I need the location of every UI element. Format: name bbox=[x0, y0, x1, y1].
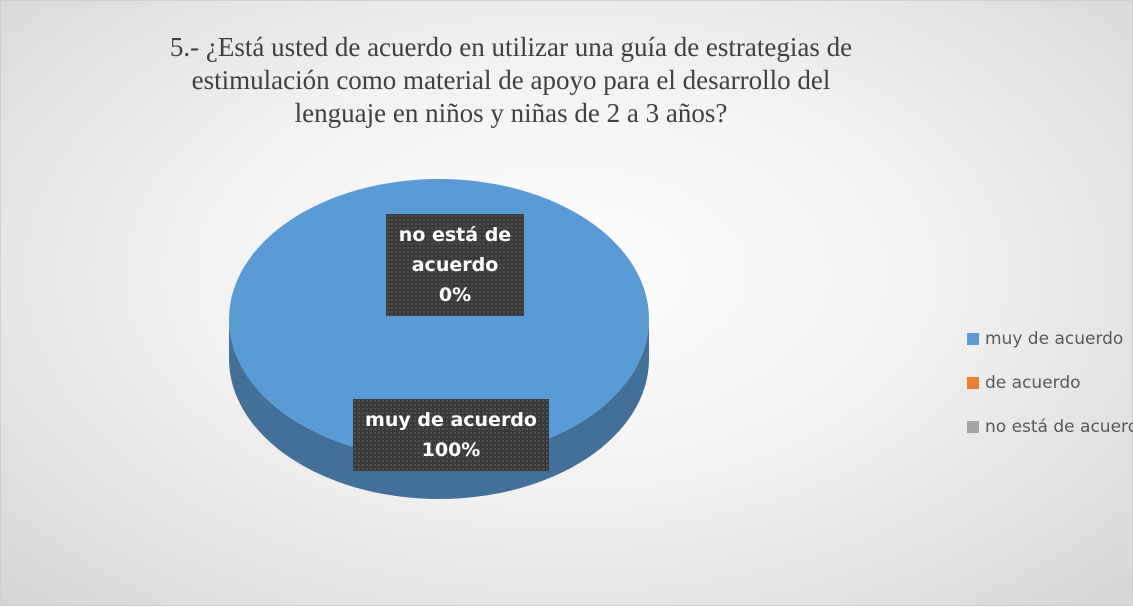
legend-swatch bbox=[967, 333, 979, 345]
data-label-value: 0% bbox=[438, 284, 472, 306]
chart-title: 5.- ¿Está usted de acuerdo en utilizar u… bbox=[169, 32, 853, 128]
legend-label: muy de acuerdo bbox=[985, 329, 1123, 349]
legend-label: no está de acuerdo bbox=[985, 417, 1133, 437]
legend-swatch bbox=[967, 421, 979, 433]
pie-slice bbox=[229, 179, 649, 459]
legend-swatch bbox=[967, 377, 979, 389]
data-label-category: no está de acuerdo bbox=[398, 224, 512, 276]
data-label: muy de acuerdo 100% bbox=[353, 399, 549, 471]
data-label-category: muy de acuerdo bbox=[365, 409, 537, 431]
data-label: no está de acuerdo 0% bbox=[386, 214, 524, 316]
legend-label: de acuerdo bbox=[985, 373, 1081, 393]
data-label-value: 100% bbox=[421, 439, 481, 461]
